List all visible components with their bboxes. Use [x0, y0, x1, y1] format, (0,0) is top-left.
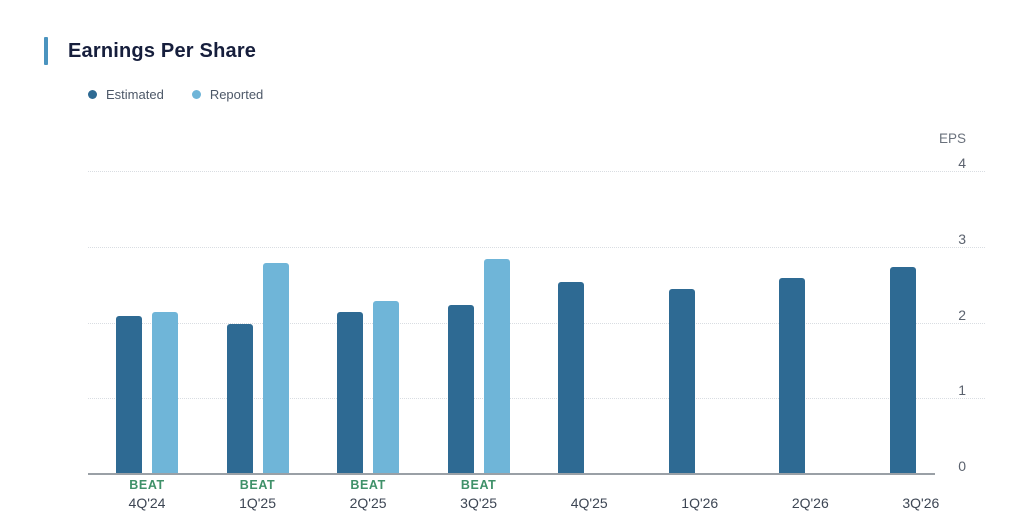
estimated-series-dot-icon [88, 90, 97, 99]
gridline [88, 398, 985, 400]
bar-reported[interactable] [152, 312, 178, 473]
x-axis-line [88, 473, 935, 475]
header: Earnings Per Share [44, 37, 256, 65]
y-tick-label: 2 [958, 306, 966, 323]
y-tick-label: 0 [958, 458, 966, 474]
x-axis-label: 1Q'26 [681, 495, 719, 511]
beat-badge: BEAT [460, 478, 497, 492]
gridline [88, 322, 985, 324]
x-axis-label: 2Q'26 [791, 495, 829, 511]
bar-estimated[interactable] [889, 266, 916, 473]
x-axis-label: 1Q'25 [239, 495, 276, 511]
y-tick-label: 4 [958, 155, 966, 171]
bar-reported[interactable] [373, 300, 400, 473]
bar-estimated[interactable] [337, 312, 364, 473]
chart-legend: Estimated Reported [88, 87, 263, 102]
reported-series-dot-icon [191, 90, 201, 99]
legend-label-reported: Reported [209, 87, 264, 102]
y-tick-label: 1 [958, 382, 966, 399]
bar-estimated[interactable] [226, 323, 253, 473]
beat-badge: BEAT [129, 478, 165, 492]
bar-estimated[interactable] [779, 278, 806, 473]
legend-label-estimated: Estimated [106, 87, 164, 102]
x-axis-label: 4Q'25 [570, 495, 608, 511]
title-accent-bar [44, 37, 48, 65]
gridline [88, 246, 985, 248]
bar-estimated[interactable] [447, 304, 474, 473]
y-axis-title: EPS [938, 131, 966, 146]
y-tick-label: 3 [958, 230, 966, 247]
legend-item-reported[interactable]: Reported [191, 87, 264, 102]
gridline [88, 171, 985, 172]
bar-estimated[interactable] [116, 315, 142, 473]
page-title: Earnings Per Share [68, 39, 257, 62]
x-axis-label: 4Q'24 [128, 495, 166, 511]
bar-estimated[interactable] [668, 289, 695, 473]
legend-item-estimated[interactable]: Estimated [88, 87, 164, 102]
bar-reported[interactable] [262, 262, 289, 473]
bar-estimated[interactable] [558, 281, 585, 473]
x-axis-label: 3Q'26 [902, 495, 940, 511]
beat-badge: BEAT [239, 478, 276, 492]
x-axis-label: 3Q'25 [460, 495, 498, 511]
x-axis-label: 2Q'25 [349, 495, 387, 511]
bar-reported[interactable] [483, 259, 510, 473]
beat-badge: BEAT [350, 478, 386, 492]
